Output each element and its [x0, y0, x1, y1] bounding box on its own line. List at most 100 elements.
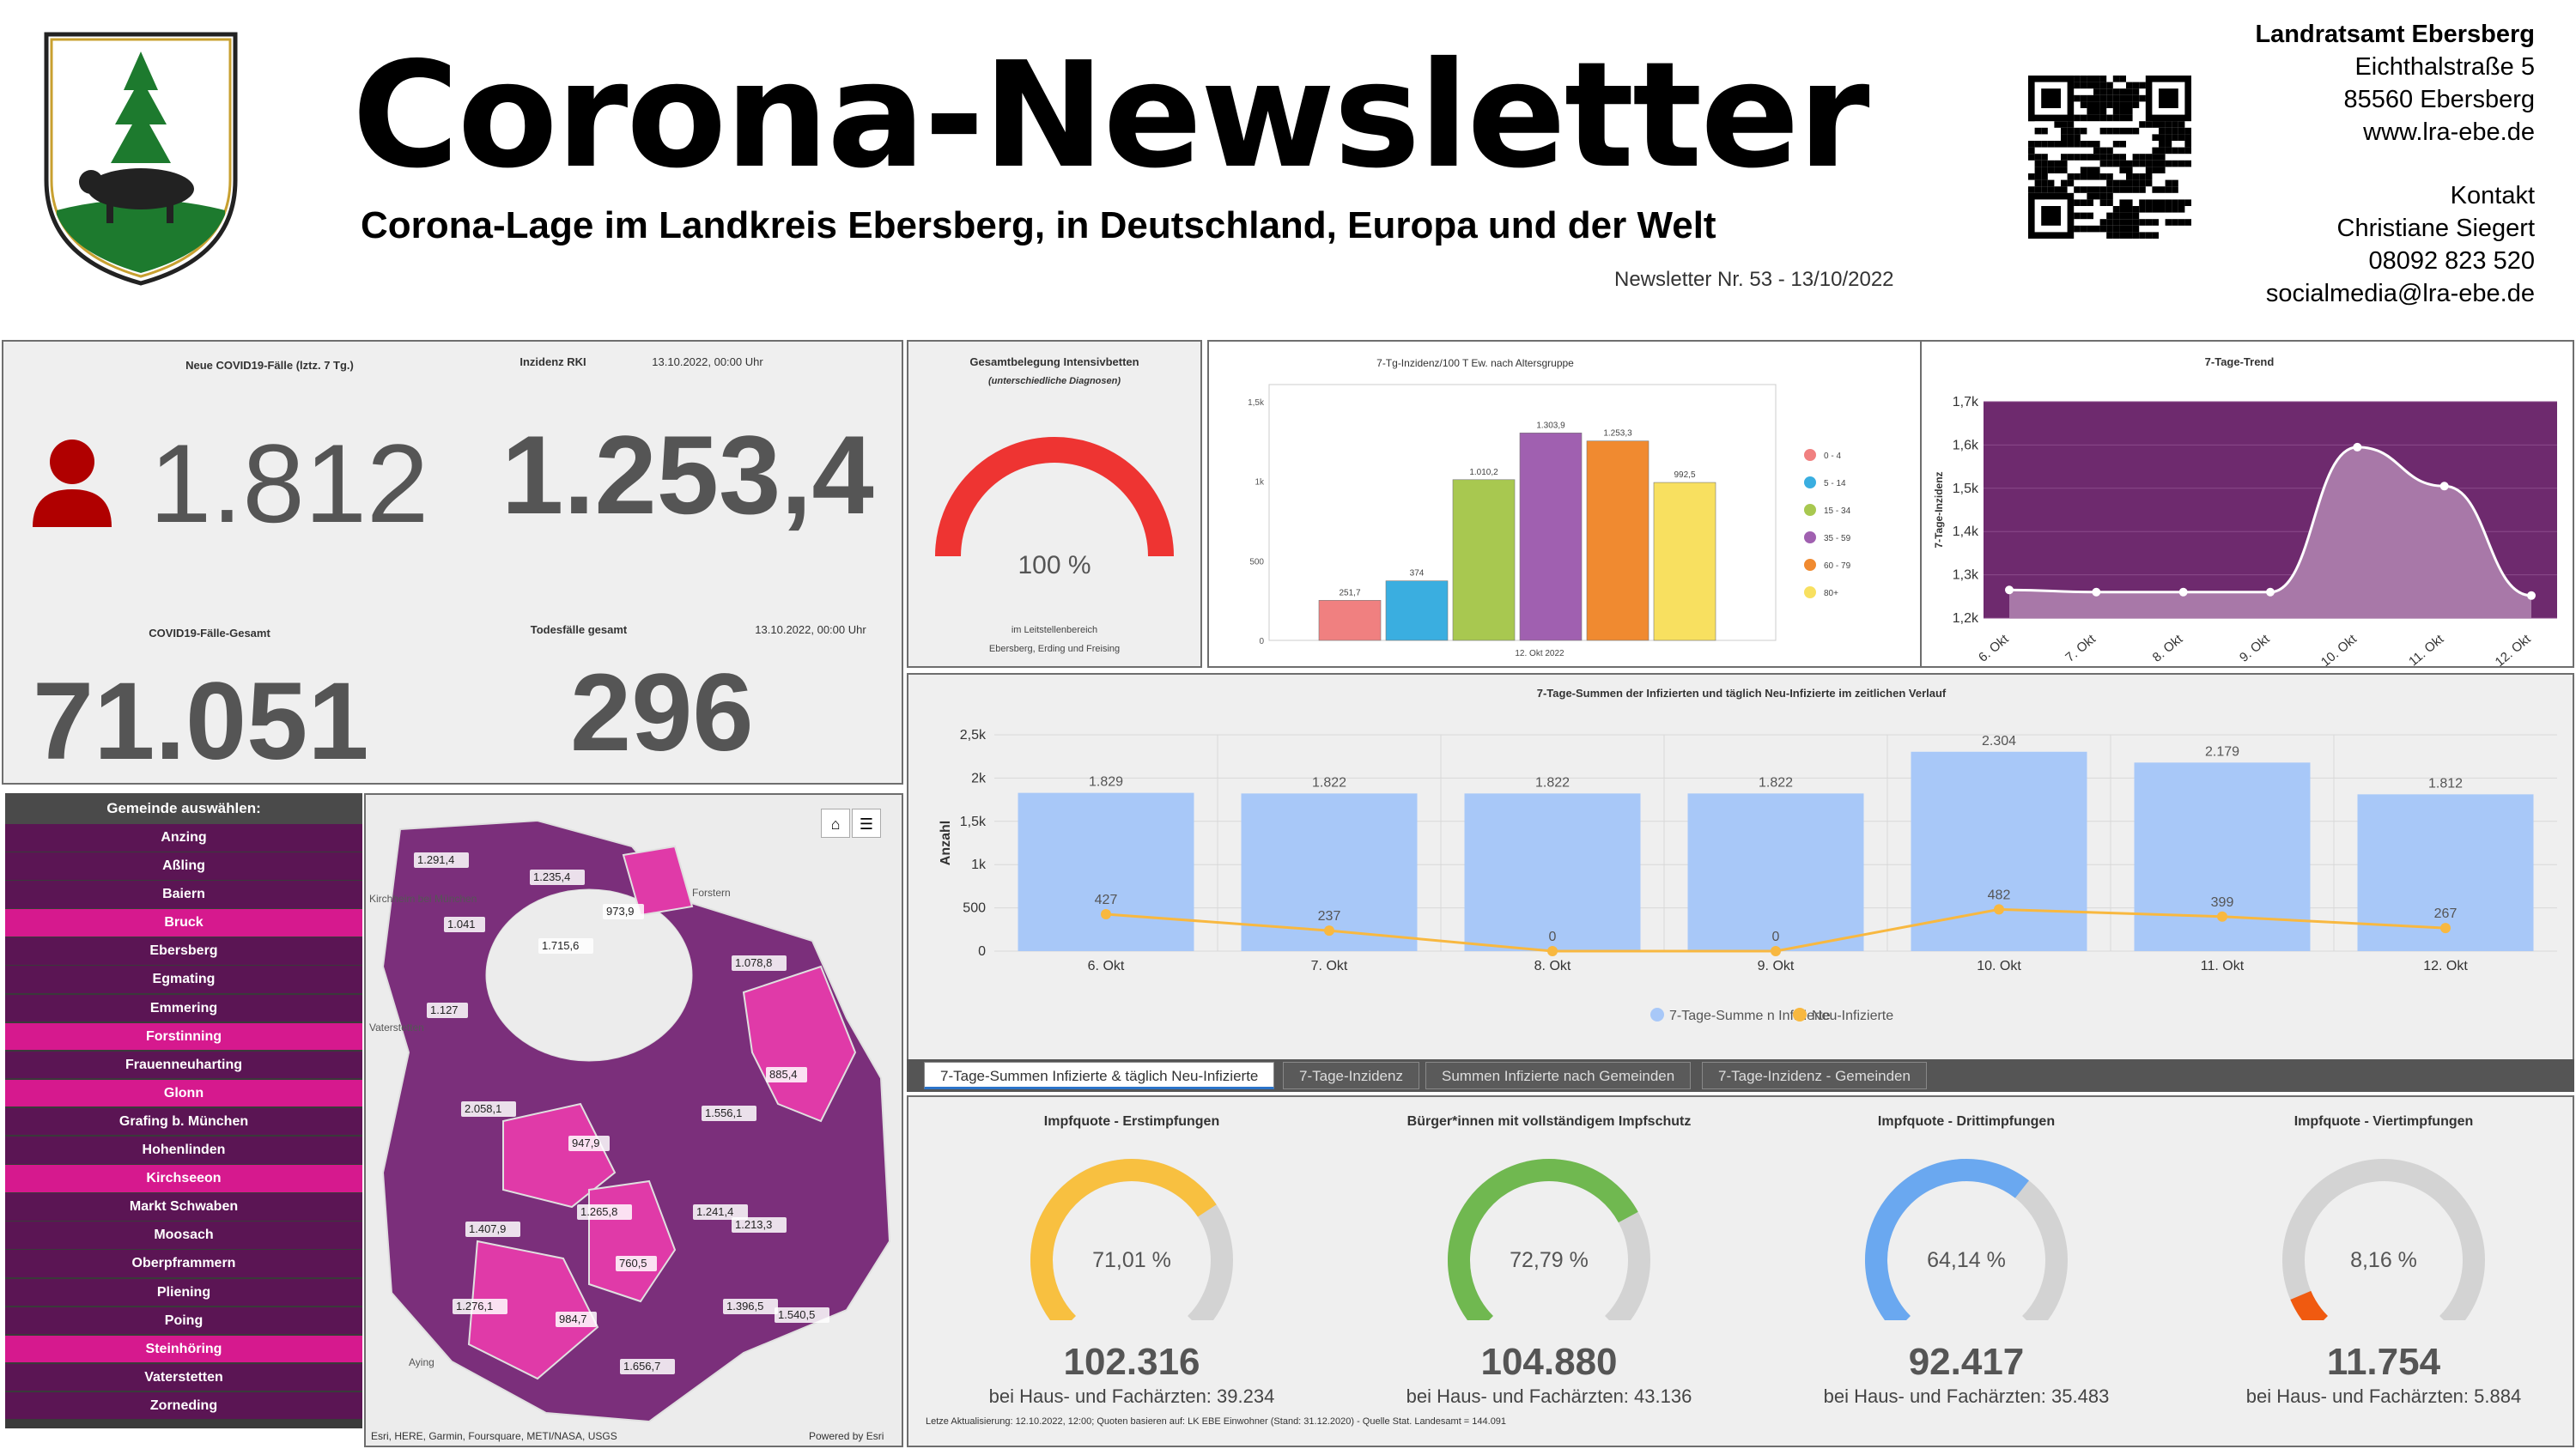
contact-web-link[interactable]: www.lra-ebe.de [2363, 118, 2535, 146]
gauge-fill [1030, 1159, 1217, 1320]
municipality-item[interactable]: Hohenlinden [5, 1137, 362, 1164]
map-label-bg [775, 1307, 829, 1323]
legend-label: 15 - 34 [1824, 506, 1851, 516]
age-bar [1653, 482, 1716, 641]
new-infections-label: 399 [2211, 895, 2234, 910]
legend-dot [1804, 531, 1816, 543]
forest-area [485, 888, 693, 1062]
tab-incidence[interactable]: 7-Tage-Inzidenz [1283, 1062, 1419, 1089]
municipality-item[interactable]: Grafing b. München [5, 1107, 362, 1136]
contact-phone: 08092 823 520 [2368, 247, 2535, 275]
vaccination-gauge [1448, 1159, 1650, 1320]
municipality-item[interactable]: Vaterstetten [5, 1363, 362, 1391]
trend-y-tick: 1,3k [1953, 568, 1979, 583]
vaccination-sub: bei Haus- und Fachärzten: 43.136 [1406, 1385, 1692, 1407]
trend-y-tick: 1,5k [1953, 482, 1979, 496]
map-label-bg [693, 1204, 748, 1220]
legend-label: 5 - 14 [1824, 479, 1846, 488]
vaccination-sub: bei Haus- und Fachärzten: 35.483 [1823, 1385, 2110, 1407]
trend-point [2266, 587, 2275, 597]
municipality-list-title: Gemeinde auswählen: [5, 793, 362, 824]
trend-y-tick: 1,2k [1953, 611, 1979, 626]
new-infections-label: 267 [2434, 906, 2458, 921]
vaccination-title: Bürger*innen mit vollständigem Impfschut… [1406, 1114, 1692, 1129]
trend-area [2009, 446, 2531, 618]
tab-sums-municipalities[interactable]: Summen Infizierte nach Gemeinden [1425, 1062, 1692, 1089]
map-label-bg [577, 1204, 632, 1220]
age-bar-label: 1.010,2 [1469, 468, 1498, 477]
municipality-item[interactable]: Anzing [5, 824, 362, 852]
qr-code-icon[interactable] [2028, 76, 2191, 239]
newsletter-subtitle: Corona-Lage im Landkreis Ebersberg, in D… [361, 204, 1716, 246]
new-infections-point [1101, 908, 1111, 919]
weekly-y-label: Anzahl [939, 821, 953, 865]
map-view[interactable]: 1.291,4 1.235,4 973,9 1.041 1.715,6 1.078,8 1.… [364, 793, 903, 1447]
icu-note-1: im Leitstellenbereich [1011, 625, 1098, 635]
municipality-highlight [467, 1240, 599, 1380]
contact-city: 85560 Ebersberg [2343, 86, 2536, 113]
age-bar [1452, 479, 1516, 641]
new-cases-label: Neue COVID19-Fälle (lztz. 7 Tg.) [185, 359, 354, 372]
map-canvas[interactable]: 1.291,4 1.235,4 973,9 1.041 1.715,6 1.078,8 1.… [366, 795, 903, 1447]
vaccination-sub: bei Haus- und Fachärzten: 5.884 [2245, 1385, 2522, 1407]
trend-point [2439, 482, 2449, 491]
trend-point [2353, 442, 2362, 452]
legend-list-icon[interactable]: ☰ [852, 809, 881, 838]
age-bar-label: 1.253,3 [1603, 429, 1632, 439]
deaths-label: Todesfälle gesamt [530, 623, 628, 636]
weekly-x-tick: 10. Okt [1977, 959, 2021, 973]
tab-weekly-sums[interactable]: 7-Tage-Summen Infizierte & täglich Neu-I… [924, 1062, 1275, 1089]
age-bar [1519, 433, 1583, 641]
contact-street: Eichthalstraße 5 [2354, 53, 2535, 81]
municipality-item[interactable]: Oberpframmern [5, 1250, 362, 1277]
new-infections-label: 482 [1988, 888, 2011, 902]
map-label-bg [414, 852, 469, 868]
municipality-item[interactable]: Pliening [5, 1278, 362, 1306]
vaccination-panel: Impfquote - Erstimpfungen 71,01 % 102.316 b… [907, 1095, 2574, 1447]
municipality-item[interactable]: Moosach [5, 1222, 362, 1249]
contact-email-link[interactable]: socialmedia@lra-ebe.de [2265, 280, 2535, 307]
municipality-item[interactable]: Baiern [5, 881, 362, 908]
home-icon[interactable]: ⌂ [821, 809, 850, 838]
municipality-item[interactable]: Kirchseeon [5, 1165, 362, 1192]
icu-value: 100 % [1018, 551, 1091, 579]
trend-x-tick: 7. Okt [2063, 632, 2099, 665]
vaccination-count: 102.316 [1063, 1341, 1200, 1383]
icu-gauge [935, 437, 1174, 557]
municipality-item[interactable]: Forstinning [5, 1022, 362, 1051]
legend-dot [1804, 559, 1816, 571]
weekly-bar-label: 1.822 [1535, 775, 1570, 790]
municipality-item[interactable]: Egmating [5, 966, 362, 993]
incidence-value: 1.253,4 [501, 412, 874, 537]
municipality-item[interactable]: Bruck [5, 909, 362, 937]
vaccination-percent: 64,14 % [1927, 1248, 2006, 1272]
map-label-bg [766, 1067, 807, 1082]
tab-incidence-municipalities[interactable]: 7-Tage-Inzidenz - Gemeinden [1702, 1062, 1927, 1089]
municipality-item[interactable]: Glonn [5, 1079, 362, 1107]
map-place-label: Forstern [692, 887, 731, 899]
map-powered-by[interactable]: Powered by Esri [809, 1430, 884, 1442]
municipality-item[interactable]: Steinhöring [5, 1335, 362, 1363]
municipality-item[interactable]: Ebersberg [5, 937, 362, 965]
municipality-item[interactable]: Emmering [5, 994, 362, 1022]
vaccination-title: Impfquote - Erstimpfungen [1043, 1114, 1220, 1129]
map-label-bg [453, 1299, 507, 1314]
municipality-item[interactable]: Zorneding [5, 1391, 362, 1420]
map-value-label: 2.058,1 [465, 1102, 501, 1115]
vaccination-count: 104.880 [1480, 1341, 1618, 1383]
map-label-bg [723, 1299, 778, 1314]
municipality-item[interactable]: Poing [5, 1307, 362, 1335]
legend-dot [1804, 476, 1816, 488]
map-value-label: 947,9 [572, 1137, 600, 1149]
map-label-bg [568, 1136, 610, 1151]
new-infections-point [2217, 911, 2227, 922]
municipality-item[interactable]: Aßling [5, 852, 362, 880]
map-value-label: 1.407,9 [469, 1222, 506, 1235]
vaccination-gauge [1030, 1159, 1233, 1320]
municipality-item[interactable]: Markt Schwaben [5, 1193, 362, 1221]
map-attribution: Esri, HERE, Garmin, Foursquare, METI/NAS… [371, 1430, 617, 1442]
total-cases-label: COVID19-Fälle-Gesamt [149, 627, 270, 640]
map-place-label: Vaterstetten [369, 1022, 424, 1034]
municipality-item[interactable]: Frauenneuharting [5, 1051, 362, 1079]
